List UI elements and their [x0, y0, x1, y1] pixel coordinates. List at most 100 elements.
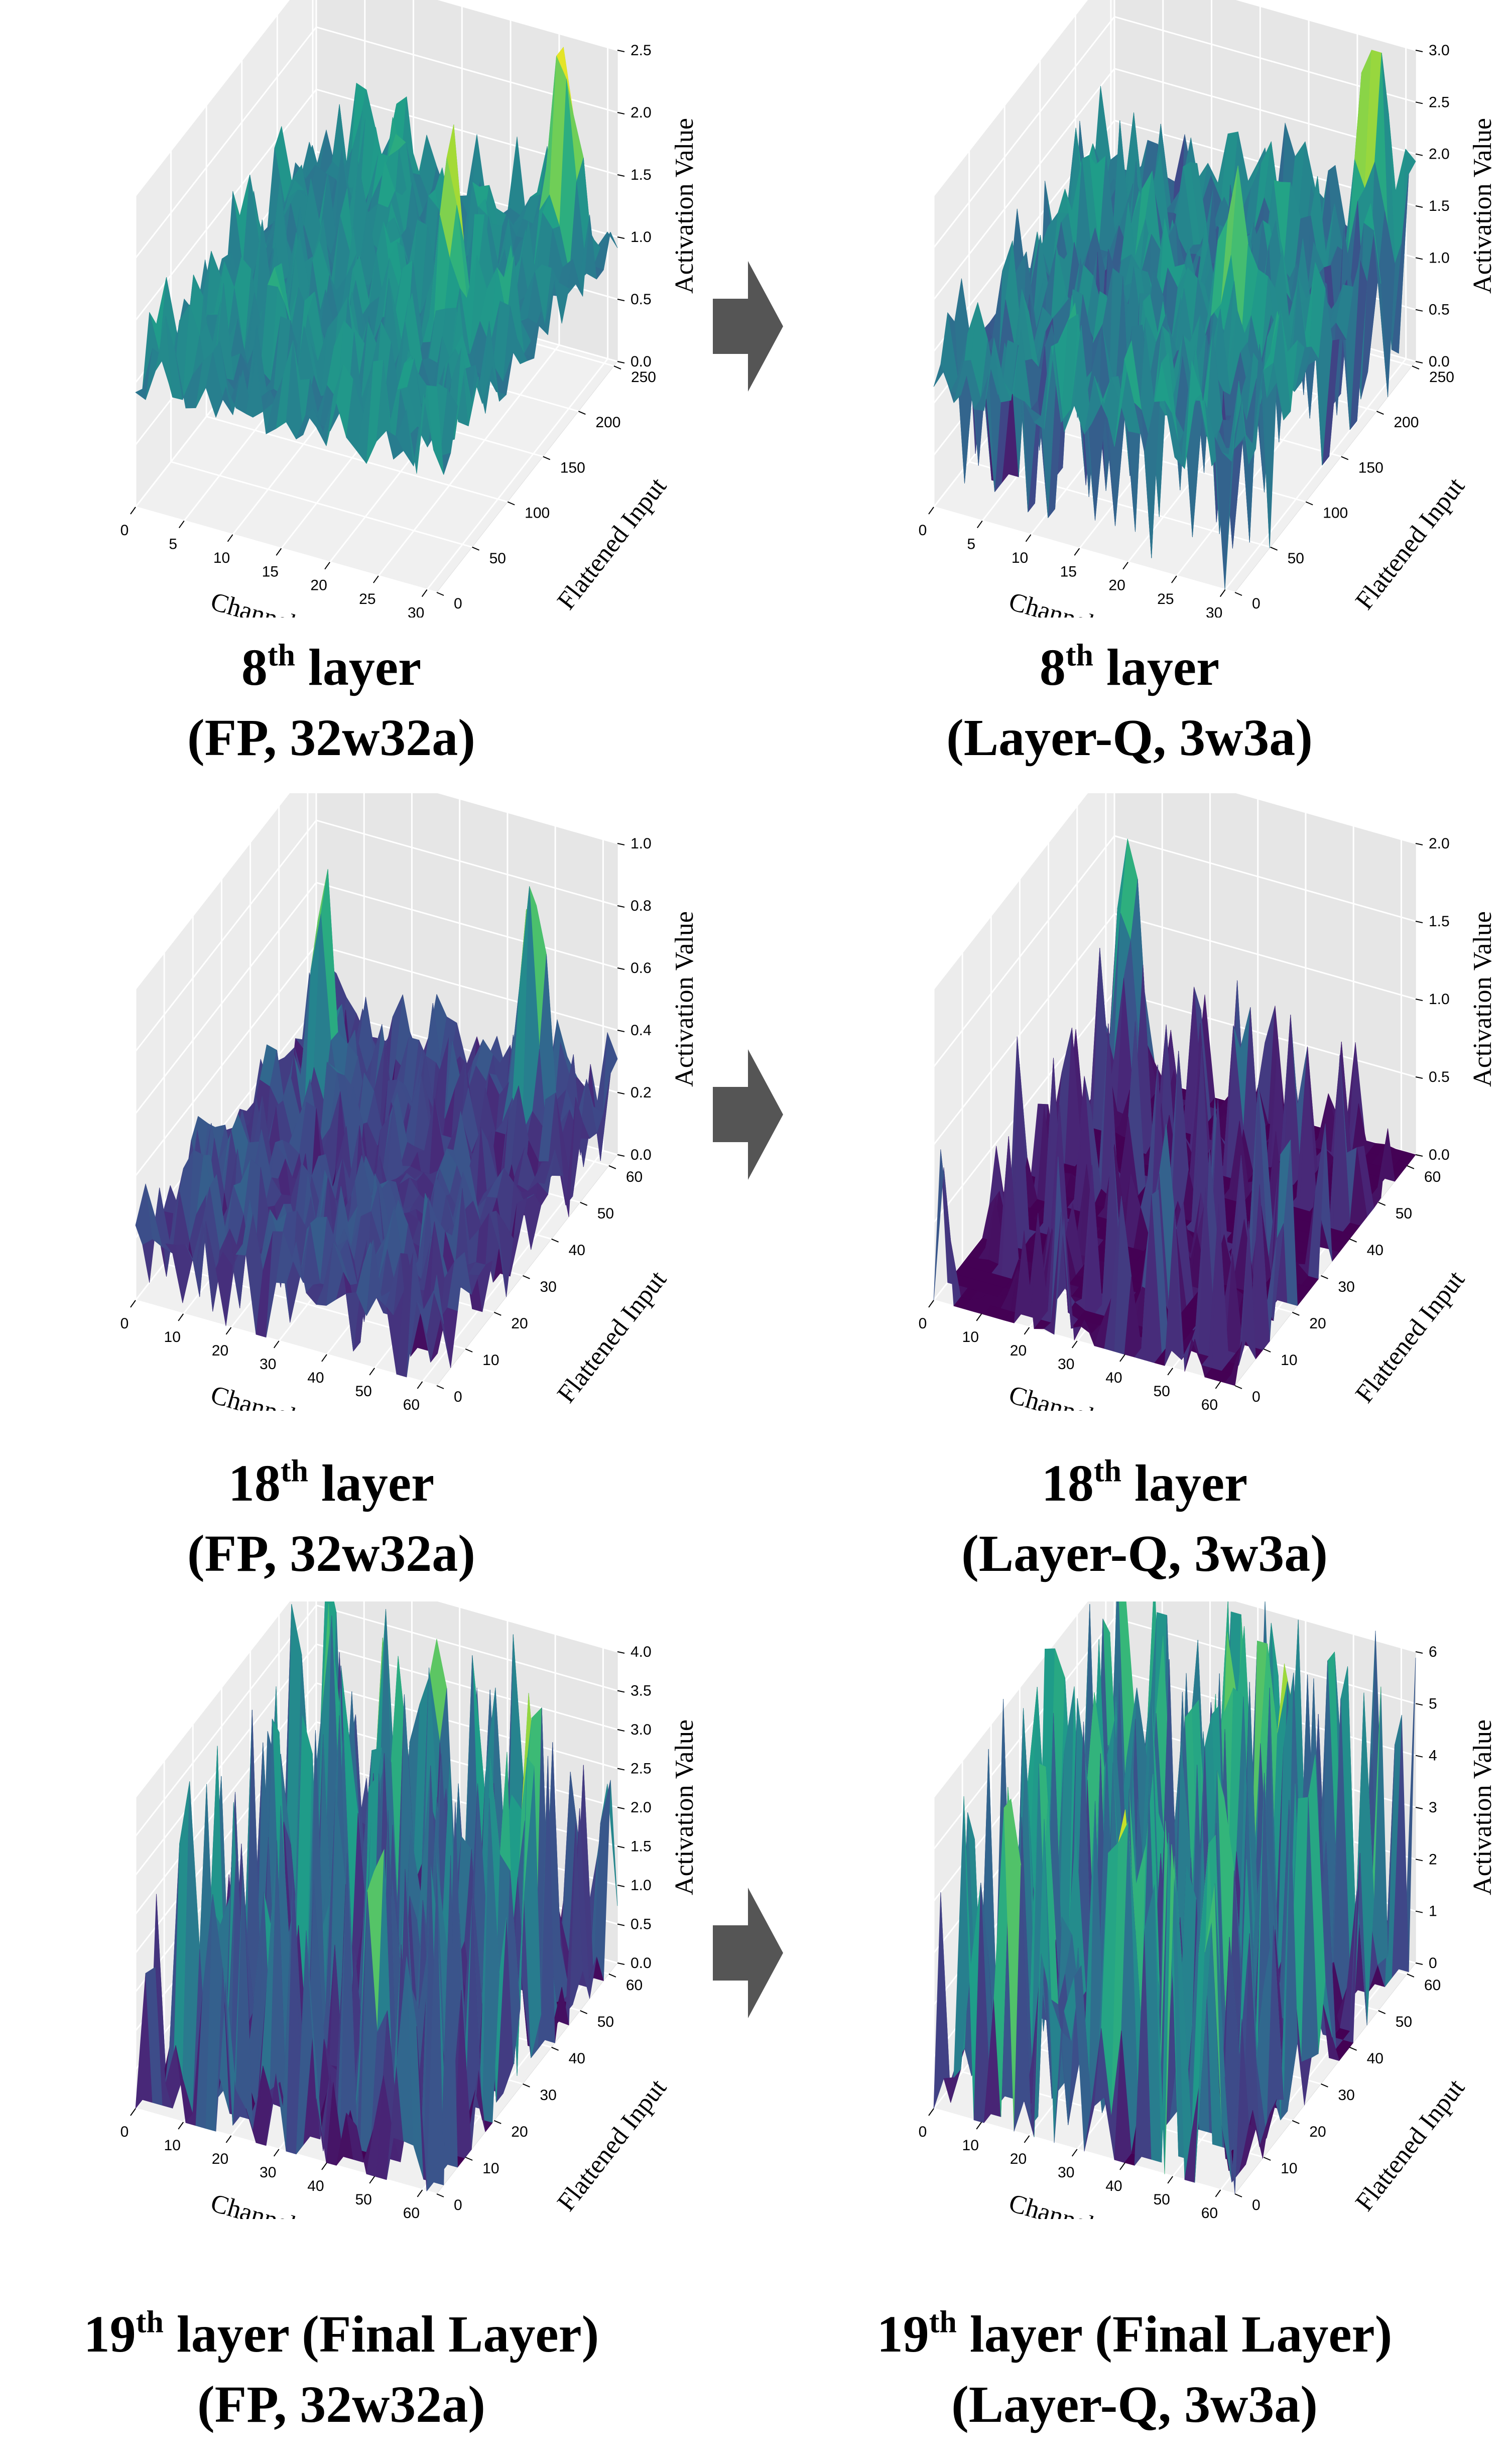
y-axis-label: Flattened Input	[552, 1265, 672, 1408]
tick-mark-x	[178, 1313, 184, 1321]
grid-line-z	[437, 1601, 618, 1653]
z-tick-label: 0.2	[631, 1084, 652, 1101]
y-tick-label: 50	[1396, 1205, 1412, 1222]
surface-mesh	[135, 1601, 618, 2191]
x-tick-label: 5	[967, 536, 975, 552]
z-tick-label: 0.6	[631, 960, 652, 976]
surface-plot-layer8-fp: 0510152025300501001502002500.00.51.01.52…	[120, 0, 699, 618]
surface-patch	[1224, 1341, 1242, 1386]
tick-mark-z	[617, 1092, 625, 1094]
surface-patch	[426, 385, 444, 475]
tick-mark-z	[617, 174, 625, 177]
tick-mark-z	[1415, 101, 1423, 104]
z-tick-label: 0.5	[631, 1916, 652, 1933]
tick-labels: 0510152025300501001502002500.00.51.01.52…	[919, 42, 1454, 618]
tick-mark-z	[617, 967, 625, 970]
tick-labels: 0510152025300501001502002500.00.51.01.52…	[120, 42, 656, 618]
z-tick-label: 1.5	[1429, 913, 1450, 930]
z-tick-label: 2.0	[1429, 835, 1450, 852]
x-tick-label: 20	[1108, 577, 1125, 594]
grid-line-z	[933, 68, 1115, 300]
x-tick-label: 10	[213, 550, 230, 566]
tick-mark-x	[178, 520, 185, 529]
x-tick-label: 50	[355, 1383, 372, 1400]
tick-mark-x	[373, 575, 379, 583]
y-tick-label: 30	[540, 2087, 556, 2104]
x-axis-label: Channel	[207, 2188, 299, 2219]
y-tick-label: 150	[560, 459, 585, 476]
z-tick-label: 2.5	[631, 1761, 652, 1777]
x-tick-label: 0	[120, 1315, 129, 1332]
tick-mark-z	[617, 1690, 625, 1693]
tick-mark-y	[493, 2120, 501, 2124]
y-tick-label: 60	[1424, 1169, 1441, 1185]
grid-line-y	[969, 461, 1271, 548]
x-tick-label: 30	[408, 605, 424, 618]
tick-mark-z	[617, 236, 625, 239]
y-tick-label: 40	[1367, 1242, 1384, 1259]
z-tick-label: 1.5	[631, 1838, 652, 1855]
tick-mark-y	[613, 365, 621, 369]
y-tick-label: 40	[569, 1242, 585, 1259]
x-tick-label: 30	[260, 2164, 276, 2181]
grid-line-y	[171, 461, 472, 548]
x-tick-label: 30	[1058, 1356, 1074, 1373]
y-tick-label: 100	[1323, 505, 1348, 522]
x-tick-label: 20	[1010, 1342, 1027, 1359]
x-tick-label: 0	[120, 2124, 129, 2140]
tick-mark-z	[617, 1962, 625, 1965]
tick-mark-y	[1292, 1312, 1300, 1316]
z-axis-label: Activation Value	[1468, 911, 1497, 1087]
x-tick-label: 60	[403, 2205, 420, 2219]
z-tick-label: 2.5	[631, 42, 652, 59]
grid-line-z	[135, 1007, 317, 1239]
tick-mark-z	[1415, 309, 1423, 312]
tick-mark-z	[617, 1651, 625, 1654]
y-tick-label: 0	[1252, 1389, 1261, 1405]
x-tick-label: 50	[1154, 1383, 1170, 1400]
grid-line-z	[316, 1605, 618, 1691]
tick-mark-x	[1024, 1327, 1030, 1335]
grid-line-y	[206, 416, 508, 503]
tick-mark-z	[617, 1807, 625, 1809]
z-tick-label: 0.5	[631, 291, 652, 308]
x-tick-label: 0	[919, 522, 927, 539]
tick-mark-x	[369, 2176, 375, 2184]
z-tick-label: 1.0	[1429, 250, 1450, 266]
x-tick-label: 60	[1201, 1397, 1218, 1411]
tick-mark-x	[130, 2108, 136, 2116]
tick-mark-x	[1025, 534, 1032, 542]
grid-line-z	[1235, 0, 1416, 51]
x-tick-label: 40	[307, 1370, 324, 1386]
x-axis-label: Channel	[207, 587, 299, 618]
grid-line-z	[135, 27, 317, 259]
tick-mark-y	[472, 546, 479, 551]
tick-mark-x	[178, 2122, 184, 2130]
surface-plot-layer8-q: 0510152025300501001502002500.00.51.01.52…	[919, 0, 1497, 618]
y-tick-label: 30	[540, 1279, 556, 1295]
y-tick-label: 200	[1394, 414, 1419, 431]
y-tick-label: 50	[1288, 550, 1304, 567]
tick-mark-z	[1415, 153, 1423, 156]
y-tick-label: 0	[1252, 595, 1261, 612]
x-tick-label: 15	[1060, 563, 1077, 580]
y-tick-label: 100	[525, 505, 550, 522]
grid-line-z	[316, 944, 618, 1031]
grid-line-x	[378, 344, 560, 577]
tick-mark-y	[1407, 1165, 1415, 1169]
y-tick-label: 40	[569, 2050, 585, 2067]
surface-mesh	[933, 838, 1416, 1386]
tick-mark-z	[617, 843, 625, 845]
z-tick-label: 1.0	[631, 835, 652, 852]
tick-mark-y	[465, 2157, 473, 2161]
tick-mark-x	[1171, 575, 1177, 583]
tick-mark-x	[1215, 1381, 1221, 1389]
tick-mark-x	[421, 589, 428, 597]
tick-mark-y	[608, 1165, 616, 1169]
grid-line-z	[1114, 835, 1416, 922]
z-tick-label: 0.8	[631, 898, 652, 914]
